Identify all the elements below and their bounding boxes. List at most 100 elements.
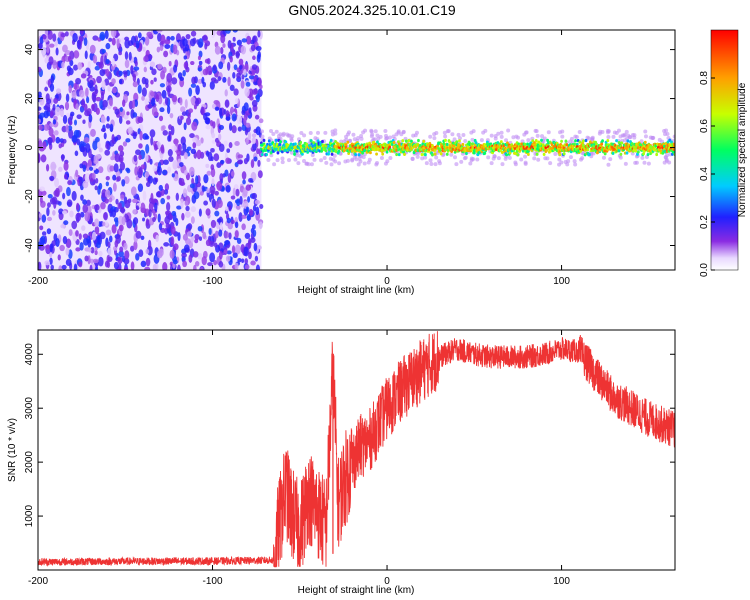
- noise-blob: [251, 224, 256, 230]
- noise-blob: [92, 258, 99, 264]
- band-halo: [608, 157, 613, 162]
- band-cell: [562, 152, 566, 156]
- band-halo: [443, 134, 448, 139]
- band-halo: [522, 132, 527, 137]
- noise-blob: [212, 64, 217, 71]
- noise-blob: [122, 99, 126, 108]
- noise-blob: [76, 39, 81, 49]
- noise-blob: [181, 111, 187, 116]
- noise-blob: [58, 166, 63, 172]
- band-halo: [394, 132, 399, 137]
- noise-blob: [118, 70, 123, 77]
- band-cell: [327, 152, 330, 156]
- noise-blob: [137, 183, 144, 192]
- noise-blob: [80, 211, 85, 218]
- noise-blob: [181, 212, 185, 221]
- noise-blob: [232, 187, 236, 198]
- noise-blob: [234, 262, 239, 270]
- noise-blob: [196, 149, 202, 160]
- noise-blob: [137, 84, 142, 94]
- noise-blob: [117, 256, 123, 265]
- noise-blob: [251, 64, 258, 70]
- noise-blob: [225, 30, 231, 34]
- snr-series-line: [38, 331, 675, 568]
- noise-blob: [184, 169, 188, 176]
- band-cell: [617, 149, 621, 153]
- band-halo: [557, 157, 562, 162]
- noise-blob: [122, 70, 128, 75]
- band-cell: [652, 148, 656, 152]
- noise-blob: [116, 175, 121, 182]
- band-halo: [373, 129, 378, 134]
- noise-blob: [181, 252, 187, 258]
- band-halo: [628, 135, 633, 140]
- band-cell: [588, 152, 591, 157]
- band-halo: [333, 128, 338, 133]
- noise-blob: [191, 121, 198, 131]
- noise-blob: [155, 191, 161, 198]
- noise-blob: [96, 75, 102, 84]
- band-halo: [616, 128, 621, 133]
- noise-blob: [214, 190, 219, 196]
- noise-blob: [83, 37, 88, 47]
- noise-blob: [97, 234, 101, 245]
- noise-blob: [206, 188, 210, 194]
- band-cell: [354, 152, 358, 157]
- band-cell: [444, 138, 447, 142]
- band-halo: [410, 156, 415, 161]
- noise-blob: [191, 177, 195, 185]
- noise-blob: [51, 196, 58, 205]
- noise-blob: [206, 65, 213, 76]
- noise-blob: [257, 30, 261, 38]
- band-halo: [452, 137, 457, 142]
- band-halo: [384, 136, 389, 141]
- band-halo: [507, 155, 512, 160]
- noise-blob: [89, 264, 93, 270]
- band-halo: [383, 129, 388, 134]
- noise-blob: [190, 61, 195, 66]
- noise-blob: [92, 165, 97, 171]
- noise-blob: [38, 42, 43, 50]
- noise-blob: [114, 239, 119, 248]
- noise-blob: [84, 211, 90, 222]
- band-halo: [622, 132, 627, 137]
- noise-blob: [114, 108, 120, 115]
- noise-blob: [49, 257, 53, 265]
- noise-blob: [97, 166, 104, 174]
- noise-blob: [130, 65, 134, 75]
- noise-blob: [232, 36, 236, 42]
- noise-blob: [138, 249, 144, 257]
- noise-blob: [158, 184, 163, 192]
- noise-blob: [218, 124, 225, 131]
- band-halo: [489, 161, 494, 166]
- noise-blob: [188, 87, 193, 97]
- band-halo: [383, 161, 388, 166]
- band-halo: [310, 153, 315, 158]
- noise-blob: [75, 230, 79, 237]
- noise-blob: [125, 138, 131, 143]
- noise-blob: [73, 263, 78, 270]
- band-halo: [597, 131, 602, 136]
- noise-blob: [71, 135, 78, 143]
- noise-blob: [80, 194, 84, 201]
- noise-blob: [195, 139, 202, 147]
- noise-blob: [190, 30, 197, 37]
- noise-blob: [92, 155, 99, 165]
- noise-blob: [211, 198, 216, 209]
- band-halo: [559, 160, 564, 165]
- noise-blob: [241, 258, 245, 263]
- noise-blob: [47, 30, 53, 41]
- band-halo: [333, 159, 338, 164]
- noise-blob: [53, 130, 59, 136]
- noise-blob: [135, 149, 141, 156]
- noise-blob: [81, 225, 86, 232]
- noise-blob: [169, 113, 174, 119]
- noise-blob: [49, 175, 55, 181]
- band-halo: [383, 133, 388, 138]
- noise-blob: [212, 121, 216, 129]
- noise-blob: [197, 55, 201, 61]
- noise-blob: [171, 145, 177, 152]
- noise-blob: [158, 115, 164, 122]
- noise-blob: [147, 239, 152, 250]
- noise-blob: [205, 163, 210, 168]
